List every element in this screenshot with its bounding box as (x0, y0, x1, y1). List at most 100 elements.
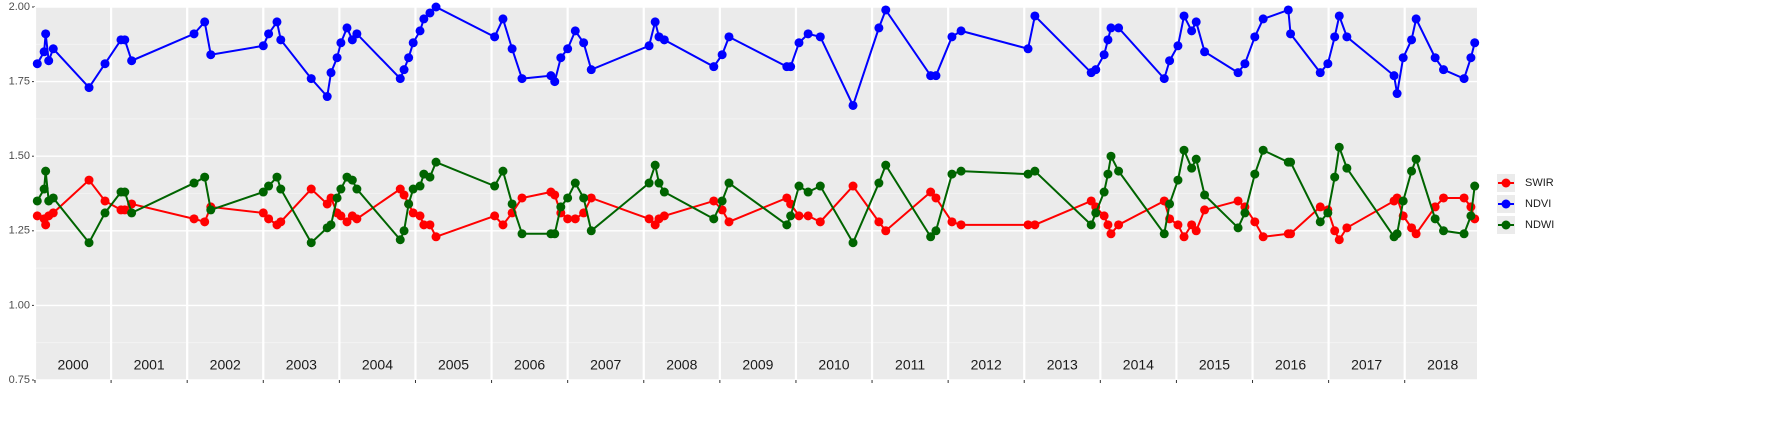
x-tick-label: 2010 (818, 357, 849, 373)
point (650, 17, 660, 27)
point (1179, 145, 1189, 155)
point (803, 187, 813, 197)
point (1439, 226, 1449, 236)
point (1103, 169, 1113, 179)
point (1173, 220, 1183, 230)
point (498, 220, 508, 230)
point (926, 232, 936, 242)
point (206, 205, 216, 215)
point (1106, 23, 1116, 33)
point (874, 23, 884, 33)
point (1091, 208, 1101, 218)
x-tick-label: 2012 (971, 357, 1002, 373)
point (425, 220, 435, 230)
point (931, 226, 941, 236)
x-tick-label: 2017 (1351, 357, 1382, 373)
x-tick-label: 2000 (57, 357, 88, 373)
point (1258, 232, 1268, 242)
point (709, 196, 719, 206)
point (1470, 181, 1480, 191)
point (1334, 11, 1344, 21)
point (352, 214, 362, 224)
point (881, 226, 891, 236)
point (127, 208, 137, 218)
point (1233, 68, 1243, 78)
legend-point (1501, 178, 1511, 188)
point (507, 199, 517, 209)
point (276, 35, 286, 45)
point (415, 211, 425, 221)
point (48, 193, 58, 203)
x-tick-label: 2015 (1199, 357, 1230, 373)
point (1392, 229, 1402, 239)
point (1240, 59, 1250, 69)
point (709, 62, 719, 72)
point (39, 47, 49, 57)
point (1200, 205, 1210, 215)
point (408, 184, 418, 194)
x-tick-label: 2016 (1275, 357, 1306, 373)
x-tick-label: 2003 (286, 357, 317, 373)
point (1459, 229, 1469, 239)
point (1114, 220, 1124, 230)
point (786, 62, 796, 72)
point (336, 184, 346, 194)
point (556, 202, 566, 212)
point (1200, 47, 1210, 57)
point (1187, 163, 1197, 173)
point (1334, 235, 1344, 245)
point (794, 38, 804, 48)
point (399, 226, 409, 236)
point (550, 77, 560, 87)
point (1030, 11, 1040, 21)
point (1323, 59, 1333, 69)
point (258, 208, 268, 218)
point (1106, 229, 1116, 239)
point (1283, 5, 1293, 15)
point (1023, 169, 1033, 179)
point (794, 181, 804, 191)
point (1165, 56, 1175, 66)
x-tick-label: 2001 (134, 357, 165, 373)
point (1315, 202, 1325, 212)
point (415, 181, 425, 191)
point (1179, 11, 1189, 21)
point (724, 217, 734, 227)
point (570, 178, 580, 188)
y-tick-label: 1.50 (9, 150, 30, 162)
point (550, 229, 560, 239)
point (1315, 217, 1325, 227)
point (1407, 35, 1417, 45)
x-tick-label: 2008 (666, 357, 697, 373)
point (48, 44, 58, 54)
point (1099, 187, 1109, 197)
point (48, 208, 58, 218)
x-tick-label: 2009 (742, 357, 773, 373)
point (100, 196, 110, 206)
point (399, 65, 409, 75)
point (659, 211, 669, 221)
point (956, 26, 966, 36)
point (1430, 214, 1440, 224)
x-tick-label: 2005 (438, 357, 469, 373)
point (956, 166, 966, 176)
point (786, 211, 796, 221)
point (490, 32, 500, 42)
point (931, 71, 941, 81)
point (32, 59, 42, 69)
point (1200, 190, 1210, 200)
point (1398, 53, 1408, 63)
point (1398, 196, 1408, 206)
point (1286, 157, 1296, 167)
point (1086, 220, 1096, 230)
x-tick-label: 2004 (362, 357, 393, 373)
point (517, 193, 527, 203)
point (32, 211, 42, 221)
point (264, 214, 274, 224)
point (32, 196, 42, 206)
point (322, 92, 332, 102)
point (336, 211, 346, 221)
point (272, 172, 282, 182)
point (336, 38, 346, 48)
point (41, 220, 51, 230)
